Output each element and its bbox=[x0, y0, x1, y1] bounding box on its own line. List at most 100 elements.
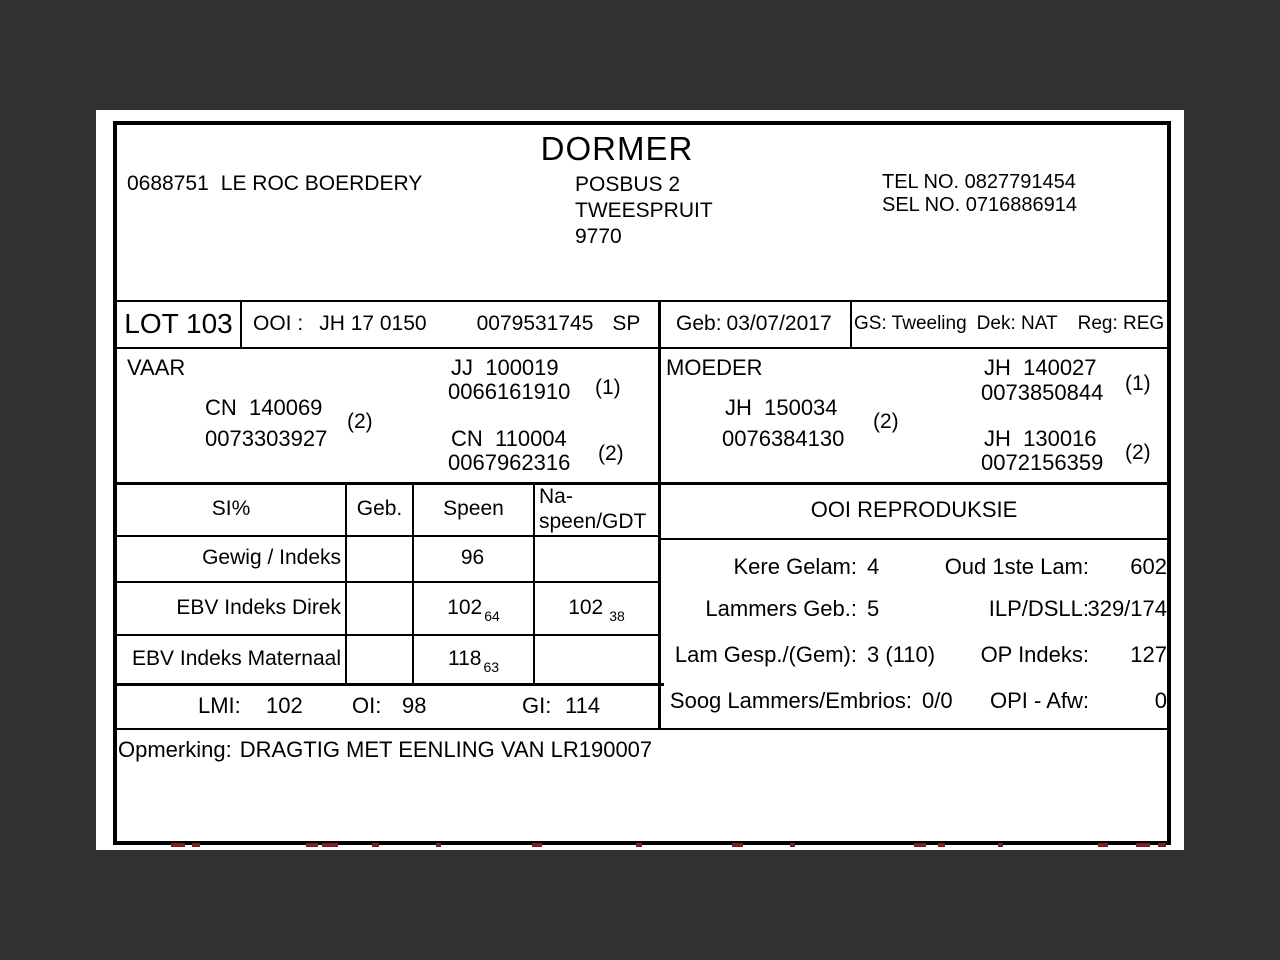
repro-left-label: Lam Gesp./(Gem): bbox=[674, 642, 857, 667]
sire-granddam-note: (2) bbox=[598, 442, 624, 465]
animal-type-label: OOI : bbox=[253, 311, 304, 335]
si-row-label: EBV Indeks Direk bbox=[176, 595, 341, 619]
oi-value: 98 bbox=[402, 693, 427, 718]
index-summary-row: LMI: 102 OI: 98 GI: 114 bbox=[117, 683, 661, 728]
member-number: 0688751 bbox=[127, 172, 209, 195]
divider bbox=[412, 482, 414, 683]
animal-id: JH 17 0150 bbox=[319, 311, 427, 335]
value: 102 bbox=[447, 595, 483, 619]
value: 118 bbox=[447, 646, 482, 670]
repro-right-label: OPI - Afw: bbox=[989, 688, 1089, 713]
reproduction-row: Kere Gelam: 4 Oud 1ste Lam: 602 bbox=[663, 554, 1168, 580]
si-table-header-speen: Speen bbox=[443, 496, 504, 520]
si-row-speen-value: 102 64 bbox=[414, 581, 533, 634]
sire-granddam-id: CN 110004 bbox=[451, 426, 567, 451]
reproduction-heading: OOI REPRODUKSIE bbox=[810, 497, 1018, 522]
status-code: SP bbox=[612, 311, 641, 335]
si-row-speen-value: 96 bbox=[414, 535, 533, 581]
farm-line: 0688751 LE ROC BOERDERY bbox=[127, 172, 422, 196]
si-row-label: Gewig / Indeks bbox=[202, 546, 341, 569]
si-row-speen-value: 118 63 bbox=[414, 634, 533, 683]
phone-block: TEL NO. 0827791454 SEL NO. 0716886914 bbox=[882, 171, 1077, 217]
reproduction-row: Lam Gesp./(Gem): 3 (110) OP Indeks: 127 bbox=[663, 642, 1167, 668]
address-line: TWEESPRUIT bbox=[575, 199, 713, 222]
repro-right-label: ILP/DSLL: bbox=[988, 596, 1089, 621]
gi-value: 114 bbox=[565, 693, 601, 718]
accuracy: 38 bbox=[609, 607, 625, 624]
repro-right-label: OP Indeks: bbox=[980, 642, 1089, 667]
repro-right-value: 602 bbox=[1130, 554, 1167, 579]
repro-left-label: Soog Lammers/Embrios: bbox=[669, 688, 912, 713]
dam-reg: 0076384130 bbox=[722, 426, 845, 451]
registration-status: Reg: REG bbox=[1077, 312, 1165, 334]
birth-date-cell: Geb: 03/07/2017 bbox=[661, 300, 850, 347]
repro-left-value: 4 bbox=[867, 554, 880, 579]
reproduction-row: Lammers Geb.: 5 ILP/DSLL: 329/174 bbox=[663, 596, 1167, 622]
divider bbox=[117, 683, 664, 686]
birth-date: 03/07/2017 bbox=[726, 311, 832, 335]
divider bbox=[117, 482, 1167, 485]
value: 102 bbox=[568, 595, 604, 619]
registration-number: 0079531745 bbox=[476, 311, 594, 335]
dam-id: JH 150034 bbox=[725, 395, 838, 420]
divider bbox=[117, 581, 661, 583]
tel-number: TEL NO. 0827791454 bbox=[882, 171, 1076, 193]
sire-grandsire-id: JJ 100019 bbox=[451, 355, 559, 380]
repro-right-value: 0 bbox=[1154, 688, 1167, 713]
sire-heading: VAAR bbox=[127, 355, 186, 380]
breed-title: DORMER bbox=[540, 130, 694, 167]
dam-grandsire-reg: 0073850844 bbox=[981, 380, 1104, 405]
repro-right-label: Oud 1ste Lam: bbox=[944, 554, 1089, 579]
sire-grandsire-note: (1) bbox=[595, 376, 621, 399]
repro-left-label: Lammers Geb.: bbox=[705, 596, 857, 621]
dam-grandsire-note: (1) bbox=[1125, 372, 1151, 395]
remark-text: DRAGTIG MET EENLING VAN LR190007 bbox=[239, 737, 653, 762]
dam-note: (2) bbox=[873, 410, 899, 433]
repro-right-value: 329/174 bbox=[1087, 596, 1167, 621]
dam-granddam-note: (2) bbox=[1125, 441, 1151, 464]
divider bbox=[658, 300, 661, 730]
animal-identification: OOI : JH 17 0150 0079531745 SP bbox=[242, 300, 658, 347]
sire-note: (2) bbox=[347, 410, 373, 433]
value: 96 bbox=[460, 546, 485, 569]
si-row-label: EBV Indeks Maternaal bbox=[132, 646, 341, 670]
lot-number: LOT 103 bbox=[124, 307, 233, 339]
birth-status: GS: Tweeling bbox=[854, 312, 967, 334]
mating-type: Dek: NAT bbox=[976, 312, 1058, 334]
remark-label: Opmerking: bbox=[118, 737, 232, 762]
lmi-label: LMI: bbox=[198, 693, 241, 718]
divider bbox=[850, 300, 852, 347]
cutoff-red-text-artifact bbox=[96, 843, 1184, 849]
address-line: 9770 bbox=[575, 225, 622, 248]
lmi-value: 102 bbox=[266, 693, 303, 718]
farm-name: LE ROC BOERDERY bbox=[220, 172, 423, 195]
repro-left-label: Kere Gelam: bbox=[733, 554, 858, 579]
dam-grandsire-id: JH 140027 bbox=[984, 355, 1097, 380]
dam-heading: MOEDER bbox=[666, 355, 763, 380]
sire-granddam-reg: 0067962316 bbox=[448, 450, 571, 475]
oi-label: OI: bbox=[352, 693, 382, 718]
divider bbox=[117, 535, 661, 537]
sire-pedigree: VAAR CN 140069 0073303927 (2) JJ 100019 … bbox=[117, 347, 658, 482]
si-table-header-si: SI% bbox=[211, 496, 251, 520]
divider bbox=[117, 634, 661, 636]
reproduction-row: Soog Lammers/Embrios: 0/0 OPI - Afw: 0 bbox=[663, 688, 1167, 714]
accuracy: 64 bbox=[484, 607, 500, 624]
si-table-header-naspeen: Na- speen/GDT bbox=[539, 484, 647, 533]
birth-status-cell: GS: Tweeling Dek: NAT Reg: REG bbox=[852, 300, 1167, 347]
divider bbox=[117, 347, 1167, 349]
divider bbox=[661, 538, 1167, 540]
birth-label: Geb: bbox=[676, 311, 722, 335]
sire-id: CN 140069 bbox=[205, 395, 323, 420]
repro-left-value: 0/0 bbox=[922, 688, 953, 713]
address-block: POSBUS 2 TWEESPRUIT 9770 bbox=[575, 172, 713, 250]
divider bbox=[345, 482, 347, 683]
lot-card: DORMER 0688751 LE ROC BOERDERY POSBUS 2 T… bbox=[113, 121, 1171, 845]
sire-grandsire-reg: 0066161910 bbox=[448, 379, 571, 404]
document-page: DORMER 0688751 LE ROC BOERDERY POSBUS 2 T… bbox=[96, 110, 1184, 850]
si-row-naspeen-value: 102 38 bbox=[535, 581, 658, 634]
sire-reg: 0073303927 bbox=[205, 426, 328, 451]
dam-granddam-reg: 0072156359 bbox=[981, 450, 1104, 475]
repro-left-value: 3 (110) bbox=[867, 642, 936, 667]
